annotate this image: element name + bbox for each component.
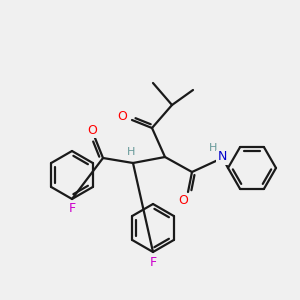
Text: O: O <box>178 194 188 208</box>
Text: O: O <box>87 124 97 136</box>
Text: F: F <box>68 202 76 215</box>
Text: H: H <box>209 143 217 153</box>
Text: O: O <box>117 110 127 124</box>
Text: N: N <box>217 151 227 164</box>
Text: H: H <box>127 147 135 157</box>
Text: F: F <box>149 256 157 268</box>
